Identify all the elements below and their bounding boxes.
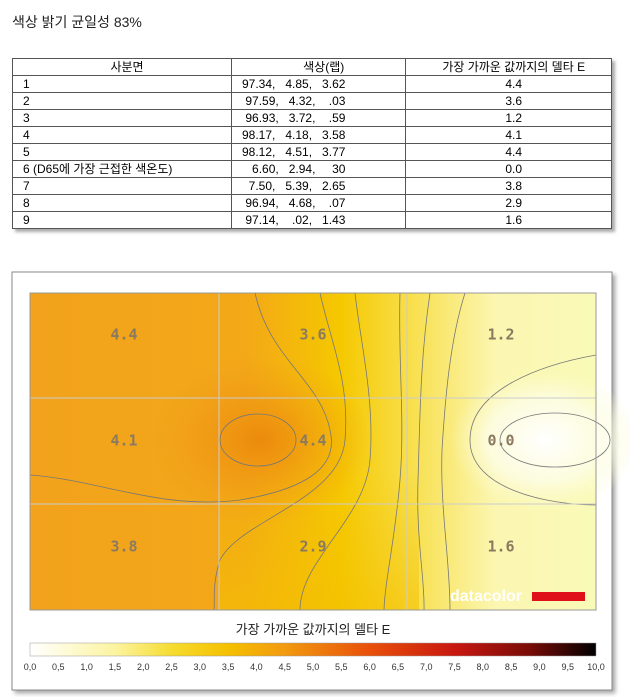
logo-bar	[532, 592, 585, 601]
header: 사분면	[12, 58, 232, 76]
map-label: 2.9	[299, 538, 326, 556]
legend-tick: 1,0	[80, 662, 93, 672]
legend-tick: 8,0	[477, 662, 490, 672]
heatmap-shade	[450, 370, 630, 510]
cell: 98.17, 4.18, 3.58	[230, 126, 407, 144]
legend-ticks: 0,0 0,5 1,0 1,5 2,0 2,5 3,0 3,5 4,0 4,5 5,0 5,5 6,0 6…	[24, 662, 605, 672]
cell: 1.6	[405, 211, 612, 229]
cell: 97.14, .02, 1.43	[230, 211, 407, 229]
map-labels: 4.4 3.6 1.2 4.1 4.4 0.0 3.8 2.9 1.6	[110, 326, 514, 556]
legend-tick: 3,5	[222, 662, 235, 672]
legend-tick: 0,5	[52, 662, 65, 672]
table: 사분면 색상(랩) 가장 가까운 값까지의 델타 E 1 97.34, 4.85,…	[12, 58, 612, 229]
grid	[30, 293, 596, 610]
map-label: 3.6	[299, 326, 326, 344]
legend-tick: 6,5	[392, 662, 405, 672]
map-label: 4.1	[110, 432, 137, 450]
row: 5 98.12, 4.51, 3.77 4.4	[12, 143, 612, 161]
map-label: 1.6	[487, 538, 514, 556]
legend-tick: 9,0	[533, 662, 546, 672]
header: 가장 가까운 값까지의 델타 E	[405, 58, 612, 76]
logo: datacolor	[450, 588, 522, 605]
legend-tick: 5,0	[307, 662, 320, 672]
legend-tick: 9,5	[561, 662, 574, 672]
legend-tick: 7,5	[448, 662, 461, 672]
header-row: 사분면 색상(랩) 가장 가까운 값까지의 델타 E	[12, 58, 612, 76]
header: 색상(랩)	[230, 58, 407, 76]
legend-tick: 7,0	[420, 662, 433, 672]
legend-tick: 3,0	[194, 662, 207, 672]
row: 6 (D65에 가장 근접한 색온도) 6.60, 2.94, 30 0.0	[12, 160, 612, 178]
row: 8 96.94, 4.68, .07 2.9	[12, 194, 612, 212]
map-label: 1.2	[487, 326, 514, 344]
cell: 7.50, 5.39, 2.65	[230, 177, 407, 195]
contours	[29, 292, 611, 611]
table-body: 1 97.34, 4.85, 3.62 4.4 2 97.59, 4.32, .03 3.…	[12, 75, 612, 229]
row: 9 97.14, .02, 1.43 1.6	[12, 211, 612, 229]
map-label: 3.8	[110, 538, 137, 556]
row: 4 98.17, 4.18, 3.58 4.1	[12, 126, 612, 144]
row: 1 97.34, 4.85, 3.62 4.4	[12, 75, 612, 93]
legend-tick: 2,5	[165, 662, 178, 672]
heatmap-shade	[150, 355, 370, 525]
title: 색상 밝기 균일성 83%	[12, 14, 142, 30]
heatmap-border	[29, 292, 597, 611]
legend-tick: 5,5	[335, 662, 348, 672]
row: 7 7.50, 5.39, 2.65 3.8	[12, 177, 612, 195]
row: 3 96.93, 3.72, .59 1.2	[12, 109, 612, 127]
map-label: 0.0	[487, 432, 514, 450]
legend-tick: 0,0	[24, 662, 37, 672]
cell: 96.94, 4.68, .07	[230, 194, 407, 212]
legend-tick: 2,0	[137, 662, 150, 672]
color-bar	[29, 642, 597, 657]
legend-tick: 4,0	[250, 662, 263, 672]
legend-title: 가장 가까운 값까지의 델타 E	[236, 622, 391, 637]
legend-tick: 10,0	[587, 662, 605, 672]
map-label: 4.4	[299, 432, 326, 450]
cell: 96.93, 3.72, .59	[230, 109, 407, 127]
legend-tick: 1,5	[109, 662, 122, 672]
map-label: 4.4	[110, 326, 137, 344]
legend-tick: 8,5	[505, 662, 518, 672]
legend-tick: 6,0	[363, 662, 376, 672]
legend-tick: 4,5	[278, 662, 291, 672]
